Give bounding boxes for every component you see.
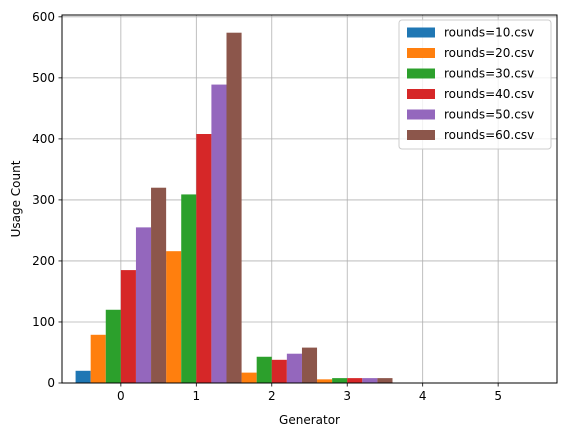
bar: [347, 378, 363, 383]
y-tick-label: 300: [32, 193, 55, 207]
legend-entry-label: rounds=40.csv: [444, 87, 534, 101]
legend-entry-label: rounds=60.csv: [444, 128, 534, 142]
bar: [377, 378, 393, 383]
bar: [317, 379, 333, 383]
bar: [166, 251, 182, 383]
y-tick-label: 100: [32, 315, 55, 329]
bar: [135, 227, 152, 383]
bar: [75, 370, 91, 383]
y-tick-label: 0: [47, 376, 55, 390]
y-tick-label: 500: [32, 71, 55, 85]
x-tick-label: 2: [268, 389, 276, 403]
y-tick-label: 400: [32, 132, 55, 146]
bar: [256, 356, 272, 383]
bar: [196, 134, 212, 383]
x-tick-label: 1: [192, 389, 200, 403]
y-tick-label: 200: [32, 254, 55, 268]
bars: [75, 32, 393, 383]
legend-swatch: [407, 48, 435, 58]
legend-entry-label: rounds=30.csv: [444, 67, 534, 81]
x-tick-label: 4: [419, 389, 427, 403]
bar: [332, 378, 348, 383]
y-tick-label: 600: [32, 10, 55, 24]
bar: [120, 270, 136, 383]
bar: [90, 334, 106, 383]
bar: [181, 194, 197, 383]
x-tick-label: 5: [494, 389, 502, 403]
axis-ticks: 0 1 2 3 4 5 0 100 200 300 400 500 600: [32, 10, 502, 403]
legend-swatch: [407, 130, 435, 140]
bar: [286, 353, 302, 383]
legend-swatch: [407, 89, 435, 99]
legend-swatch: [407, 27, 435, 38]
legend-entry-label: rounds=20.csv: [444, 46, 534, 60]
legend-swatch: [407, 68, 435, 79]
legend-entry-label: rounds=50.csv: [444, 108, 534, 122]
bar: [211, 84, 227, 383]
bar: [271, 359, 287, 383]
bar: [362, 378, 378, 383]
bar: [105, 309, 121, 383]
legend: rounds=10.csv rounds=20.csv rounds=30.csv r…: [398, 19, 552, 150]
plot-frame: [61, 14, 558, 384]
legend-box: [398, 19, 552, 150]
y-axis-label: Usage Count: [9, 160, 23, 237]
x-tick-label: 3: [343, 389, 351, 403]
bar: [226, 32, 242, 383]
bar: [151, 187, 167, 383]
legend-entry-label: rounds=10.csv: [444, 26, 534, 40]
bar: [241, 372, 257, 383]
legend-swatch: [407, 109, 435, 120]
x-axis-label: Generator: [279, 413, 340, 427]
x-tick-label: 0: [117, 389, 125, 403]
bar: [301, 347, 318, 383]
